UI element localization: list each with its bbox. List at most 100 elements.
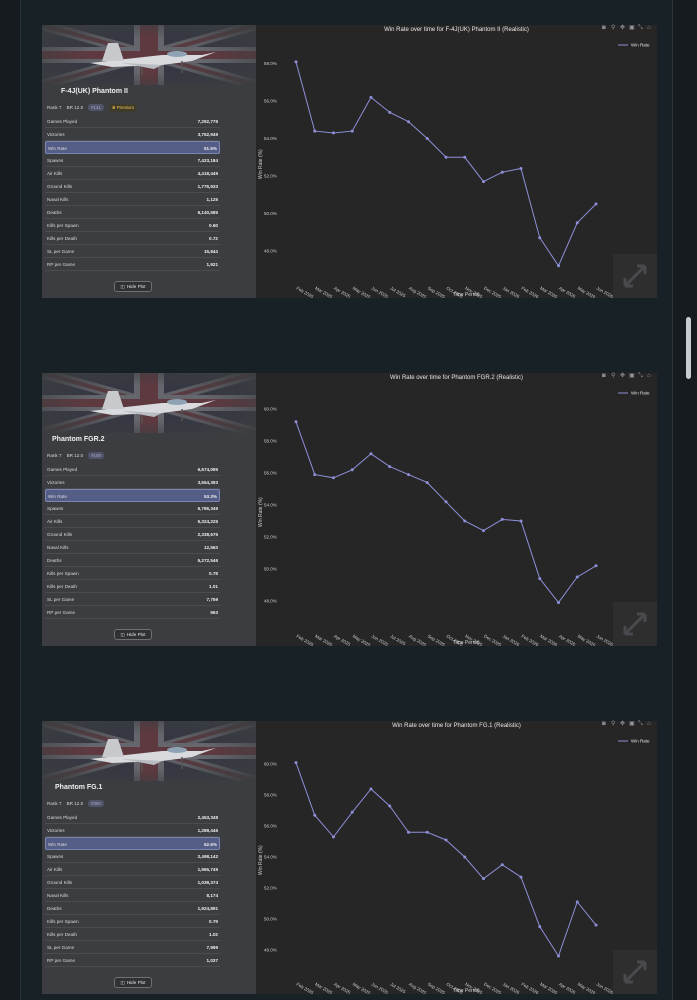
data-point[interactable] — [594, 564, 598, 568]
stat-row: Air Kills 4,418,449 — [45, 167, 220, 180]
data-point[interactable] — [350, 129, 354, 133]
stat-value: 1,921 — [206, 262, 219, 267]
data-point[interactable] — [425, 830, 429, 834]
data-point[interactable] — [594, 923, 598, 927]
stat-row: Deaths 5,272,546 — [45, 554, 220, 567]
data-point[interactable] — [388, 804, 392, 808]
data-point[interactable] — [388, 110, 392, 114]
data-point[interactable] — [294, 60, 298, 64]
data-point[interactable] — [444, 500, 448, 504]
zoom-icon[interactable]: ⚲ — [611, 721, 616, 727]
data-point[interactable] — [350, 810, 354, 814]
data-point[interactable] — [482, 877, 485, 881]
autoscale-icon[interactable]: ▣ — [629, 721, 635, 727]
data-point[interactable] — [294, 420, 298, 424]
data-point[interactable] — [369, 787, 373, 791]
expand-chart-button[interactable] — [613, 950, 657, 994]
x-tick-label: May 2026 — [577, 634, 597, 646]
data-point[interactable] — [463, 855, 467, 859]
stat-row: Kills per Spawn 0.79 — [45, 915, 220, 928]
data-point[interactable] — [332, 131, 335, 135]
y-tick-label: 50.0% — [264, 211, 277, 216]
stat-value: 51.5% — [203, 146, 217, 151]
expand-chart-button[interactable] — [613, 602, 657, 646]
data-point[interactable] — [482, 180, 485, 184]
vehicle-hero-art — [42, 373, 256, 433]
reset-axes-icon[interactable]: ⤡ — [638, 25, 643, 31]
camera-icon[interactable]: ◙ — [602, 25, 606, 31]
expand-chart-button[interactable] — [613, 254, 657, 298]
hero-vignette — [42, 25, 256, 85]
data-point[interactable] — [519, 519, 523, 523]
data-point[interactable] — [538, 925, 542, 929]
data-point[interactable] — [407, 473, 410, 477]
data-point[interactable] — [463, 155, 467, 159]
data-point[interactable] — [294, 761, 298, 765]
data-point[interactable] — [575, 900, 579, 904]
chart-title: Win Rate over time for Phantom FG.1 (Rea… — [392, 723, 521, 729]
data-point[interactable] — [444, 838, 448, 842]
data-point[interactable] — [407, 120, 410, 124]
stat-row: Kills per Death 1.01 — [45, 580, 220, 593]
data-point[interactable] — [538, 577, 542, 581]
home-icon[interactable]: ⌂ — [647, 721, 651, 727]
data-point[interactable] — [482, 529, 485, 533]
stat-label: Kills per Spawn — [47, 223, 79, 228]
stat-row: Spawns 7,423,184 — [45, 154, 220, 167]
zoom-icon[interactable]: ⚲ — [611, 25, 616, 31]
data-point[interactable] — [407, 830, 410, 834]
home-icon[interactable]: ⌂ — [647, 25, 651, 31]
data-point[interactable] — [557, 954, 560, 958]
scrollbar-track[interactable] — [683, 0, 693, 1000]
data-point[interactable] — [575, 575, 579, 579]
reset-axes-icon[interactable]: ⤡ — [638, 373, 643, 379]
data-point[interactable] — [500, 170, 504, 174]
stat-value: 2,453,348 — [197, 815, 218, 820]
data-point[interactable] — [519, 166, 523, 170]
chart-icon: ◫ — [120, 631, 125, 637]
pan-icon[interactable]: ✥ — [620, 721, 626, 727]
data-point[interactable] — [313, 473, 317, 477]
data-point[interactable] — [332, 476, 335, 480]
home-icon[interactable]: ⌂ — [647, 373, 651, 379]
vehicle-card: Phantom FGR.2 Rank 7 BR 12.0 #109 Games Play… — [42, 373, 256, 646]
data-point[interactable] — [369, 452, 373, 456]
stats-table: Games Played 7,292,776 Victories 3,752,949 W… — [45, 115, 220, 271]
data-point[interactable] — [369, 95, 373, 99]
scrollbar-thumb[interactable] — [686, 317, 691, 379]
data-point[interactable] — [500, 863, 504, 867]
data-point[interactable] — [313, 129, 317, 133]
x-tick-label: Apr 2026 — [558, 286, 577, 298]
expand-arrow — [623, 264, 647, 288]
hide-plot-button[interactable]: ◫ Hide Plot — [114, 629, 152, 640]
data-point[interactable] — [575, 221, 579, 225]
stat-label: Air Kills — [47, 171, 63, 176]
data-point[interactable] — [313, 813, 317, 817]
data-point[interactable] — [444, 155, 448, 159]
hide-plot-button[interactable]: ◫ Hide Plot — [114, 281, 152, 292]
data-point[interactable] — [350, 468, 354, 472]
autoscale-icon[interactable]: ▣ — [629, 25, 635, 31]
autoscale-icon[interactable]: ▣ — [629, 373, 635, 379]
pan-icon[interactable]: ✥ — [620, 25, 626, 31]
data-point[interactable] — [538, 236, 542, 240]
camera-icon[interactable]: ◙ — [602, 373, 606, 379]
stat-label: Kills per Spawn — [47, 571, 79, 576]
stat-value: 0.60 — [209, 223, 218, 228]
data-point[interactable] — [557, 264, 560, 268]
data-point[interactable] — [519, 875, 523, 879]
camera-icon[interactable]: ◙ — [602, 721, 606, 727]
data-point[interactable] — [463, 519, 467, 523]
pan-icon[interactable]: ✥ — [620, 373, 626, 379]
data-point[interactable] — [388, 465, 392, 469]
x-tick-label: Jun 2026 — [596, 286, 615, 298]
data-point[interactable] — [557, 601, 560, 605]
data-point[interactable] — [332, 835, 335, 839]
data-point[interactable] — [594, 202, 598, 206]
data-point[interactable] — [500, 517, 504, 521]
reset-axes-icon[interactable]: ⤡ — [638, 721, 643, 727]
data-point[interactable] — [425, 137, 429, 141]
zoom-icon[interactable]: ⚲ — [611, 373, 616, 379]
hide-plot-button[interactable]: ◫ Hide Plot — [114, 977, 152, 988]
data-point[interactable] — [425, 481, 429, 485]
